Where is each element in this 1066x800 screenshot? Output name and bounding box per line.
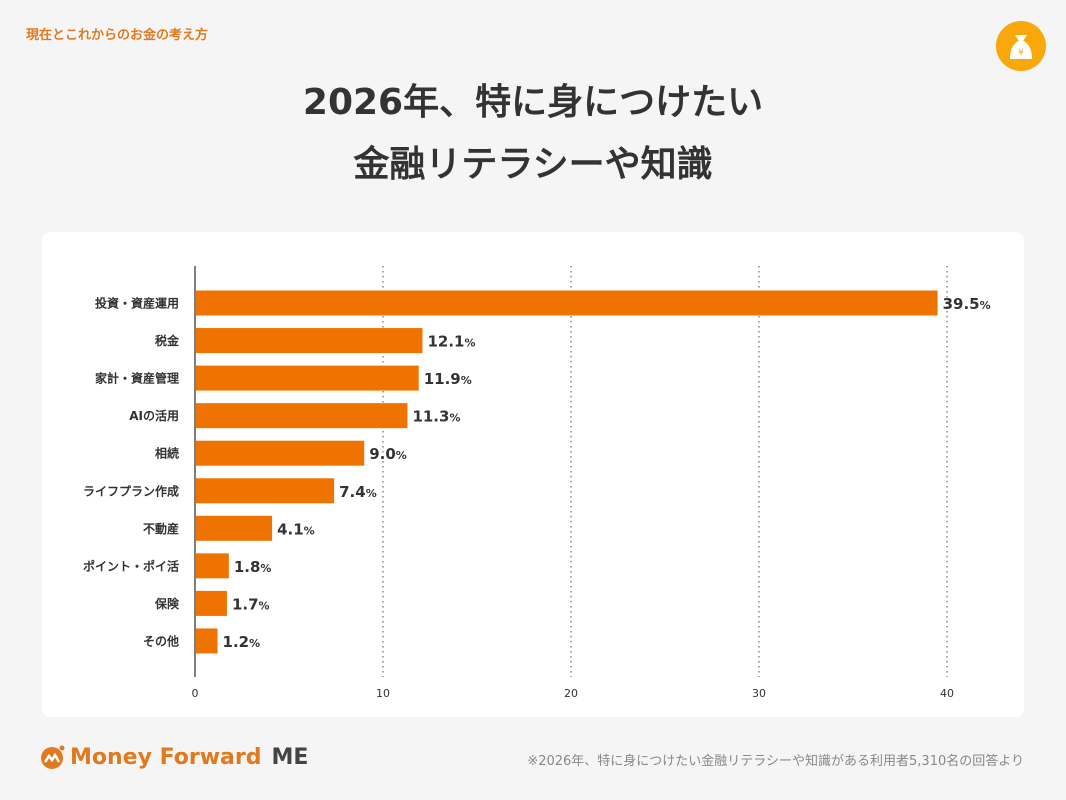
page-title-line1: 2026年、特に身につけたい — [302, 82, 764, 123]
bar — [196, 290, 938, 316]
value-unit: % — [980, 299, 991, 312]
value-label: 7.4% — [339, 483, 377, 501]
bar — [196, 628, 218, 654]
svg-text:¥: ¥ — [1018, 48, 1024, 58]
bar-chart: 0 10 20 30 40 投資・資産運用 39.5% 税金 12.1% 家計・資産管理 11.9%… — [83, 266, 991, 700]
category-label: 税金 — [155, 333, 180, 348]
series-kicker: 現在とこれからのお金の考え方 — [26, 28, 209, 43]
page-title-line2: 金融リテラシーや知識 — [353, 144, 713, 185]
value-label: 1.7% — [232, 595, 270, 613]
brand-suffix: ME — [271, 744, 309, 770]
category-label: AIの活用 — [129, 408, 179, 423]
bar — [196, 328, 423, 354]
brand-logo-icon — [41, 745, 65, 769]
x-tick-label: 10 — [376, 687, 390, 700]
value-label: 9.0% — [369, 445, 407, 463]
value-unit: % — [366, 487, 377, 500]
bar — [196, 365, 419, 391]
value-label: 12.1% — [427, 333, 475, 351]
x-tick-label: 0 — [192, 687, 199, 700]
value-unit: % — [304, 524, 315, 537]
value-unit: % — [449, 412, 460, 425]
category-label: 投資・資産運用 — [95, 296, 179, 311]
brand-logo: Money Forward ME — [40, 744, 308, 770]
category-label: ポイント・ポイ活 — [83, 558, 179, 573]
value-unit: % — [260, 562, 271, 575]
chart-card: 0 10 20 30 40 投資・資産運用 39.5% 税金 12.1% 家計・資産管理 11.9%… — [42, 232, 1024, 717]
value-label: 11.9% — [424, 370, 472, 388]
category-label: 保険 — [154, 596, 180, 611]
money-bag-yen-icon: ¥ — [996, 21, 1046, 71]
category-label: その他 — [143, 633, 179, 648]
x-tick-label: 30 — [752, 687, 766, 700]
category-label: ライフプラン作成 — [83, 483, 179, 498]
x-tick-label: 40 — [940, 687, 954, 700]
brand-name: Money Forward — [70, 744, 262, 770]
x-tick-label: 20 — [564, 687, 578, 700]
value-label: 39.5% — [943, 295, 991, 313]
bar — [196, 553, 229, 579]
category-label: 不動産 — [143, 521, 179, 536]
value-unit: % — [396, 449, 407, 462]
value-unit: % — [249, 637, 260, 650]
bar — [196, 590, 227, 616]
footnote: ※2026年、特に身につけたい金融リテラシーや知識がある利用者5,310名の回答… — [527, 754, 1024, 769]
value-label: 1.8% — [234, 558, 272, 576]
value-label: 11.3% — [412, 408, 460, 426]
category-label: 相続 — [155, 446, 179, 461]
category-label: 家計・資産管理 — [95, 371, 179, 386]
value-unit: % — [461, 374, 472, 387]
bar — [196, 403, 408, 429]
bar — [196, 440, 365, 466]
value-label: 1.2% — [223, 633, 261, 651]
bar — [196, 478, 335, 504]
value-label: 4.1% — [277, 520, 315, 538]
bar — [196, 515, 273, 541]
value-unit: % — [464, 337, 475, 350]
value-unit: % — [259, 599, 270, 612]
